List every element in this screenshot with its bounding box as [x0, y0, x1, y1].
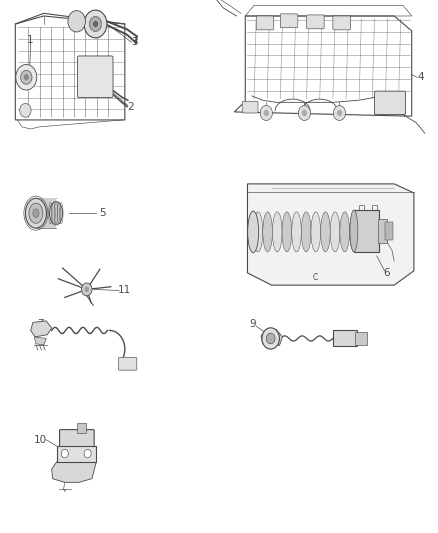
Text: 10: 10 — [34, 435, 47, 445]
Bar — [378, 219, 387, 243]
Circle shape — [89, 17, 102, 31]
Circle shape — [20, 103, 31, 117]
Text: 1: 1 — [26, 35, 33, 45]
FancyBboxPatch shape — [256, 16, 274, 30]
Bar — [355, 332, 367, 345]
FancyBboxPatch shape — [307, 15, 324, 29]
FancyBboxPatch shape — [60, 430, 94, 448]
Ellipse shape — [350, 210, 358, 252]
Text: C: C — [313, 273, 318, 281]
Circle shape — [21, 70, 32, 84]
FancyBboxPatch shape — [374, 91, 406, 115]
Circle shape — [61, 449, 68, 458]
Bar — [354, 210, 379, 252]
Ellipse shape — [340, 212, 350, 252]
Ellipse shape — [253, 212, 263, 252]
Text: 5: 5 — [99, 208, 106, 217]
Ellipse shape — [33, 209, 39, 217]
Bar — [333, 330, 357, 346]
Circle shape — [16, 64, 37, 90]
Circle shape — [333, 106, 346, 120]
Ellipse shape — [272, 212, 282, 252]
Circle shape — [266, 333, 275, 344]
Ellipse shape — [49, 201, 63, 225]
Polygon shape — [52, 462, 96, 482]
Ellipse shape — [29, 203, 43, 223]
Circle shape — [85, 287, 89, 292]
Ellipse shape — [292, 212, 301, 252]
Circle shape — [84, 10, 107, 38]
Ellipse shape — [282, 212, 292, 252]
Text: 11: 11 — [118, 286, 131, 295]
Ellipse shape — [248, 211, 258, 253]
Bar — [57, 446, 96, 462]
Ellipse shape — [263, 212, 272, 252]
Ellipse shape — [321, 212, 330, 252]
Text: 6: 6 — [383, 268, 390, 278]
Circle shape — [302, 110, 307, 116]
Circle shape — [68, 11, 85, 32]
FancyBboxPatch shape — [78, 56, 113, 98]
Circle shape — [84, 449, 91, 458]
Polygon shape — [261, 329, 283, 345]
Circle shape — [93, 21, 98, 27]
Bar — [77, 423, 86, 433]
Circle shape — [264, 110, 269, 116]
Circle shape — [260, 106, 272, 120]
Bar — [385, 222, 393, 240]
Circle shape — [81, 283, 92, 296]
FancyBboxPatch shape — [118, 358, 137, 370]
Ellipse shape — [330, 212, 340, 252]
Text: 9: 9 — [250, 319, 257, 328]
Ellipse shape — [350, 212, 359, 252]
Bar — [36, 198, 56, 228]
FancyBboxPatch shape — [280, 14, 298, 28]
Text: 4: 4 — [417, 72, 424, 82]
Text: 2: 2 — [127, 102, 134, 111]
Circle shape — [337, 110, 342, 116]
Polygon shape — [247, 184, 414, 285]
Text: 3: 3 — [131, 37, 138, 47]
Ellipse shape — [301, 212, 311, 252]
Circle shape — [24, 74, 29, 80]
FancyBboxPatch shape — [333, 16, 350, 30]
FancyBboxPatch shape — [242, 101, 258, 113]
Ellipse shape — [25, 198, 46, 228]
Polygon shape — [34, 337, 46, 345]
Polygon shape — [31, 321, 52, 337]
Circle shape — [298, 106, 311, 120]
Circle shape — [262, 328, 279, 349]
Text: 7: 7 — [37, 319, 44, 328]
Ellipse shape — [311, 212, 321, 252]
